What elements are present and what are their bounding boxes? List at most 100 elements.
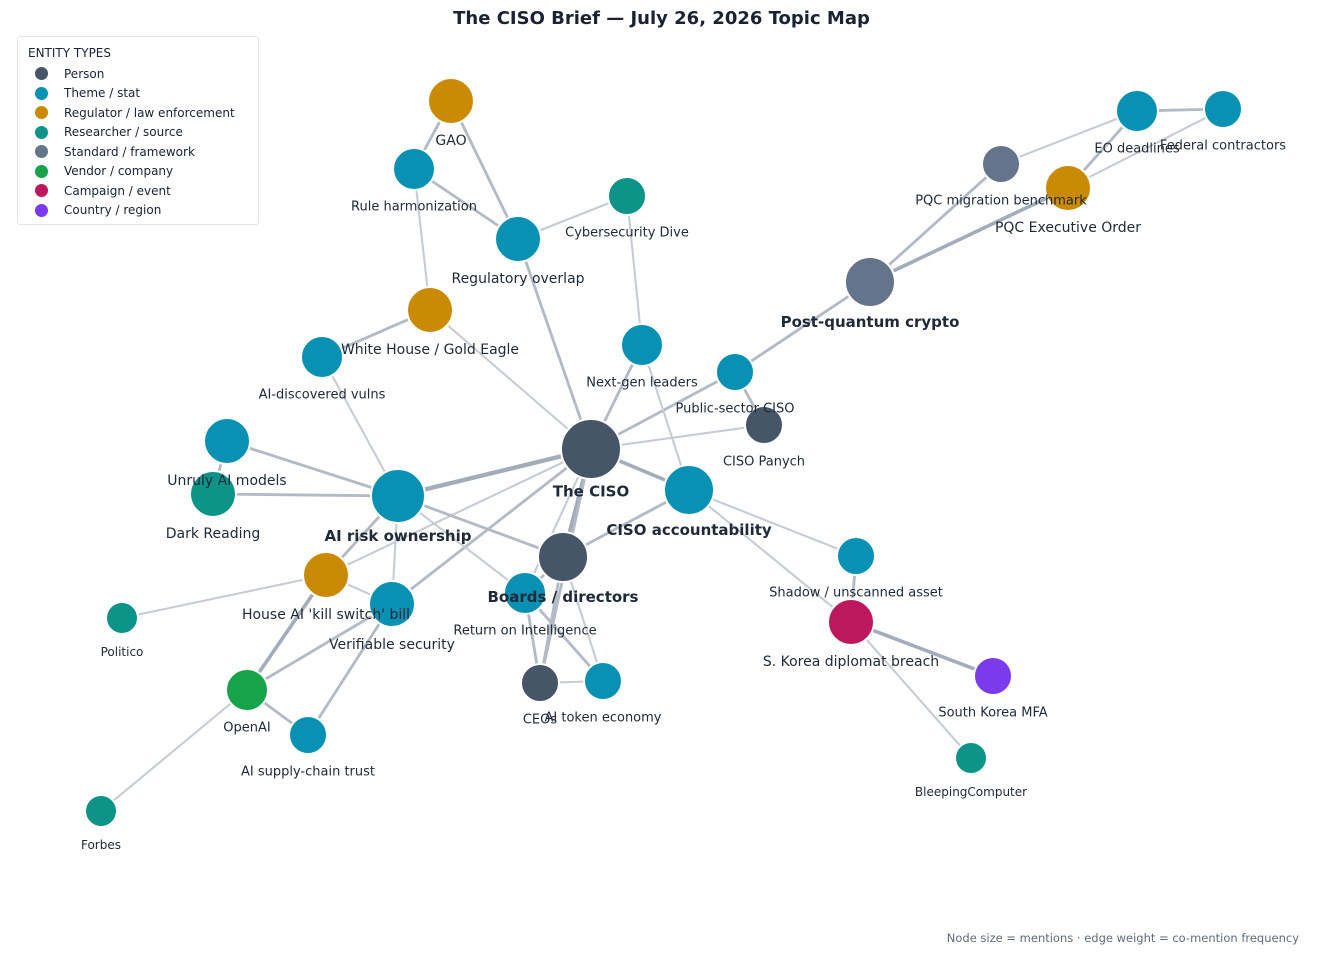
node-label-regover: Regulatory overlap	[451, 271, 584, 287]
edge-pqcbench-eodead	[999, 109, 1139, 166]
node-ceos[interactable]	[520, 663, 560, 703]
node-unruly[interactable]	[203, 417, 251, 465]
node-label-eodead: EO deadlines	[1094, 142, 1180, 157]
node-nextgen[interactable]	[620, 323, 664, 367]
node-killswitch[interactable]	[302, 551, 350, 599]
node-label-panych: CISO Panych	[723, 455, 805, 470]
edge-verifiable-openai	[245, 602, 394, 692]
legend-swatch-country	[35, 203, 48, 217]
node-boards[interactable]	[537, 531, 589, 583]
node-roi[interactable]	[503, 571, 547, 615]
edge-ciso-regover	[516, 237, 593, 451]
legend-title: ENTITY TYPES	[28, 46, 111, 60]
node-whitehouse[interactable]	[406, 286, 454, 334]
node-gao[interactable]	[427, 77, 475, 125]
node-label-shadow: Shadow / unscanned asset	[769, 586, 943, 601]
node-regover[interactable]	[494, 215, 542, 263]
node-label-forbes: Forbes	[81, 838, 121, 852]
legend-item-standard: Standard / framework	[28, 142, 248, 162]
node-openai[interactable]	[225, 668, 269, 712]
node-label-airisk: AI risk ownership	[325, 527, 472, 545]
node-label-pqcbench: PQC migration benchmark	[915, 194, 1087, 209]
node-label-unruly: Unruly AI models	[167, 473, 286, 489]
edge-killswitch-politico	[120, 573, 328, 620]
node-label-whitehouse: White House / Gold Eagle	[341, 342, 519, 358]
node-darkreading[interactable]	[189, 470, 237, 518]
edge-skorea-bleeping	[849, 620, 973, 760]
node-cisoacc[interactable]	[663, 464, 715, 516]
node-politico[interactable]	[105, 601, 139, 635]
legend-label-person: Person	[64, 66, 105, 81]
node-airisk[interactable]	[370, 468, 426, 524]
legend-swatch-theme	[35, 86, 48, 100]
node-eodead[interactable]	[1115, 89, 1159, 133]
node-label-skorea: S. Korea diplomat breach	[763, 654, 939, 670]
node-label-bleeping: BleepingComputer	[915, 785, 1027, 799]
node-label-darkreading: Dark Reading	[166, 526, 261, 542]
edge-ciso-verifiable	[390, 447, 593, 606]
legend-item-person: Person	[28, 64, 248, 84]
node-label-boards: Boards / directors	[488, 588, 639, 606]
node-panych[interactable]	[744, 405, 784, 445]
legend-item-theme: Theme / stat	[28, 84, 248, 104]
node-supplychain[interactable]	[288, 715, 328, 755]
node-skmfa[interactable]	[973, 656, 1013, 696]
node-label-roi: Return on Intelligence	[453, 624, 596, 639]
legend-swatch-regulator	[35, 106, 48, 120]
edge-unruly-airisk	[225, 439, 400, 498]
legend-label-campaign: Campaign / event	[64, 183, 171, 198]
node-pqceo[interactable]	[1044, 164, 1092, 212]
edge-cyberdive-nextgen	[625, 194, 644, 347]
node-pqcbench[interactable]	[981, 144, 1021, 184]
chart-title: The CISO Brief — July 26, 2026 Topic Map	[453, 8, 870, 29]
node-label-pqceo: PQC Executive Order	[995, 220, 1141, 236]
node-shadow[interactable]	[836, 536, 876, 576]
legend-label-country: Country / region	[64, 203, 162, 218]
node-label-ciso: The CISO	[553, 482, 629, 500]
node-aitoken[interactable]	[583, 661, 623, 701]
legend-label-theme: Theme / stat	[64, 86, 141, 101]
legend-swatch-researcher	[35, 125, 48, 139]
legend-item-researcher: Researcher / source	[28, 123, 248, 143]
node-label-cyberdive: Cybersecurity Dive	[565, 226, 689, 241]
node-pubciso[interactable]	[715, 352, 755, 392]
node-fedcon[interactable]	[1203, 89, 1243, 129]
node-label-ruleharm: Rule harmonization	[351, 200, 477, 215]
edge-cisoacc-skorea	[687, 488, 853, 624]
nodes-layer	[84, 77, 1243, 828]
node-label-gao: GAO	[435, 133, 466, 149]
legend-item-vendor: Vendor / company	[28, 162, 248, 182]
legend-label-regulator: Regulator / law enforcement	[64, 105, 235, 120]
node-label-nextgen: Next-gen leaders	[586, 376, 698, 391]
legend-swatch-campaign	[35, 184, 48, 198]
node-verifiable[interactable]	[368, 580, 416, 628]
node-skorea[interactable]	[827, 598, 875, 646]
node-cyberdive[interactable]	[607, 176, 647, 216]
node-aivulns[interactable]	[300, 335, 344, 379]
edge-pqc-pqcbench	[868, 162, 1003, 284]
legend-swatch-person	[35, 67, 48, 81]
edge-airisk-boards	[396, 494, 565, 559]
node-ruleharm[interactable]	[392, 147, 436, 191]
node-label-politico: Politico	[101, 645, 144, 659]
edge-pubciso-pqc	[733, 280, 872, 374]
node-label-killswitch: House AI 'kill switch' bill	[242, 607, 410, 623]
node-label-cisoacc: CISO accountability	[606, 521, 772, 539]
footnote: Node size = mentions · edge weight = co-…	[946, 931, 1299, 945]
node-label-aivulns: AI-discovered vulns	[259, 388, 386, 403]
legend-item-campaign: Campaign / event	[28, 181, 248, 201]
node-ciso[interactable]	[560, 418, 622, 480]
legend-label-standard: Standard / framework	[64, 144, 195, 159]
edge-ciso-whitehouse	[428, 308, 593, 451]
labels-layer: The CISO AI risk ownership Boards / direct…	[81, 133, 1286, 852]
legend-swatch-vendor	[35, 164, 48, 178]
legend: ENTITY TYPES Person Theme / stat Regulator…	[17, 36, 259, 225]
edge-darkreading-airisk	[211, 492, 400, 498]
node-pqc[interactable]	[844, 256, 896, 308]
node-label-pubciso: Public-sector CISO	[675, 402, 794, 417]
edge-ciso-killswitch	[324, 447, 593, 577]
node-bleeping[interactable]	[954, 741, 988, 775]
node-label-skmfa: South Korea MFA	[938, 706, 1047, 721]
node-forbes[interactable]	[84, 794, 118, 828]
